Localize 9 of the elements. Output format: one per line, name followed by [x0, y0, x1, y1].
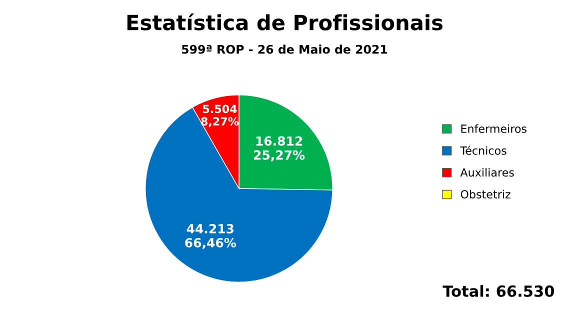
legend-label: Auxiliares — [460, 168, 514, 177]
legend-label: Técnicos — [460, 146, 506, 155]
legend-label: Enfermeiros — [461, 124, 527, 133]
legend-label: Obstetriz — [460, 190, 510, 199]
text: Total: 66.530 — [442, 285, 554, 297]
data-label: 44.213 66,46% — [185, 224, 236, 250]
data-label: 16.812 25,27% — [254, 136, 305, 162]
chart-title: Estatística de Profissionais — [127, 13, 442, 30]
chart-subtitle: 599ª ROP - 26 de Maio de 2021 — [182, 44, 388, 54]
